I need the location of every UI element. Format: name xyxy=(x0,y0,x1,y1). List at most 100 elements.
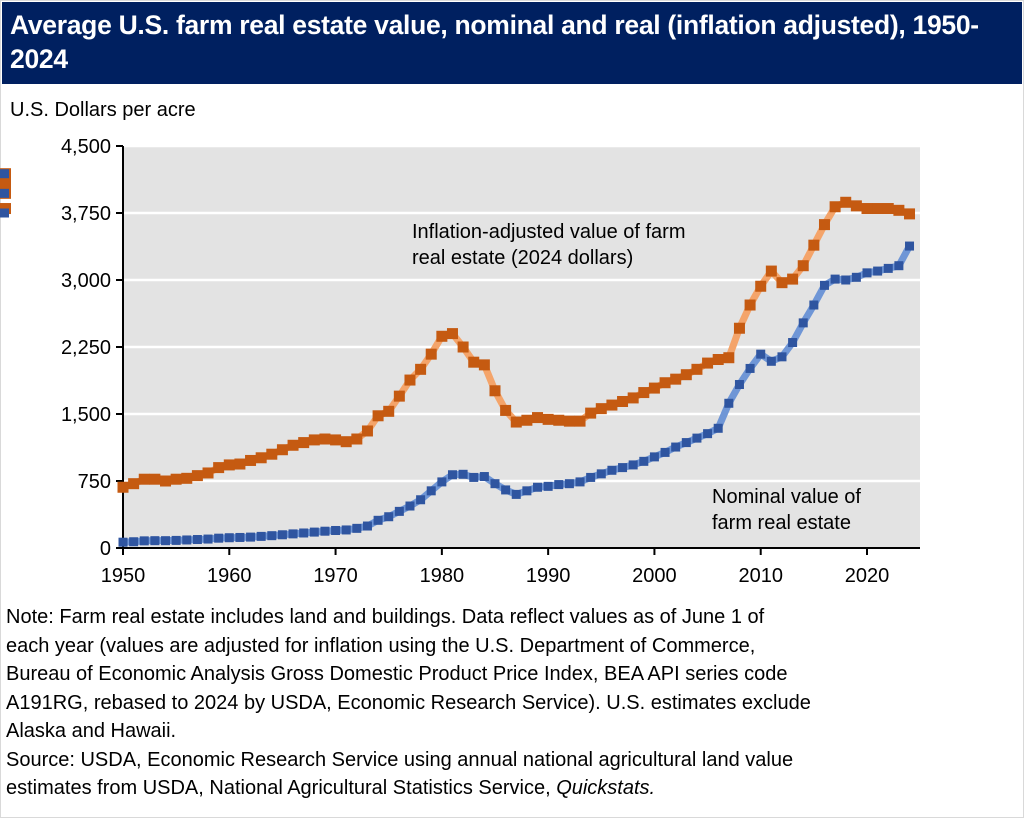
source-line: Source: USDA, Economic Research Service … xyxy=(6,748,794,771)
data-point-nominal xyxy=(182,535,192,545)
data-point-real xyxy=(787,273,799,285)
data-point-nominal xyxy=(788,338,798,348)
data-point-nominal xyxy=(511,489,521,499)
data-point-nominal xyxy=(894,261,904,271)
data-point-nominal xyxy=(118,537,128,547)
data-point-nominal xyxy=(0,208,9,218)
data-point-nominal xyxy=(618,463,628,473)
data-point-real xyxy=(553,414,565,426)
data-point-nominal xyxy=(373,515,383,525)
x-tick-label: 1980 xyxy=(420,565,465,587)
data-point-nominal xyxy=(905,241,915,251)
data-point-real xyxy=(308,434,320,446)
data-point-real xyxy=(627,392,639,404)
data-point-real xyxy=(117,481,129,493)
data-point-real xyxy=(500,404,512,416)
data-point-real xyxy=(872,203,884,215)
x-tick-label: 1990 xyxy=(526,565,571,587)
data-point-real xyxy=(415,363,427,375)
x-tick-label: 1960 xyxy=(207,565,252,587)
data-point-nominal xyxy=(447,470,457,480)
data-point-real xyxy=(383,405,395,417)
data-point-real xyxy=(882,203,894,215)
data-point-real xyxy=(840,196,852,208)
data-point-nominal xyxy=(671,442,681,452)
annotation-line: Nominal value of xyxy=(712,486,861,508)
data-point-real xyxy=(298,437,310,449)
note-line: Note: Farm real estate includes land and… xyxy=(6,606,765,628)
data-point-real xyxy=(712,354,724,366)
note-line: Alaska and Hawaii. xyxy=(6,720,177,742)
data-point-nominal xyxy=(384,512,394,522)
data-point-real xyxy=(404,374,416,386)
data-point-nominal xyxy=(437,477,447,487)
source-line-2: estimates from USDA, National Agricultur… xyxy=(6,774,1016,803)
data-point-nominal xyxy=(777,352,787,362)
data-point-real xyxy=(585,407,597,419)
data-point-nominal xyxy=(341,525,351,535)
data-point-real xyxy=(446,328,458,340)
y-axis-label: U.S. Dollars per acre xyxy=(10,99,196,121)
data-point-real xyxy=(776,277,788,289)
data-point-real xyxy=(808,239,820,251)
data-point-real xyxy=(468,356,480,368)
data-point-real xyxy=(436,330,448,342)
footnote: Note: Farm real estate includes land and… xyxy=(6,603,1016,803)
data-point-real xyxy=(287,439,299,451)
data-point-nominal xyxy=(819,280,829,290)
data-point-nominal xyxy=(501,485,511,495)
data-point-nominal xyxy=(352,523,362,533)
data-point-nominal xyxy=(851,272,861,282)
data-point-real xyxy=(595,403,607,415)
data-point-nominal xyxy=(479,472,489,482)
data-point-real xyxy=(755,280,767,292)
data-point-nominal xyxy=(681,438,691,448)
data-point-nominal xyxy=(405,501,415,511)
data-point-real xyxy=(797,260,809,272)
data-point-nominal xyxy=(171,535,181,545)
data-point-nominal xyxy=(734,380,744,390)
data-point-nominal xyxy=(150,536,160,546)
data-point-nominal xyxy=(161,536,171,546)
y-tick-label: 4,500 xyxy=(61,136,111,158)
data-point-nominal xyxy=(320,526,330,536)
series-markers xyxy=(0,168,916,547)
data-point-nominal xyxy=(798,318,808,328)
data-point-real xyxy=(234,458,246,470)
data-point-nominal xyxy=(139,536,149,546)
data-point-real xyxy=(457,341,469,353)
data-point-real xyxy=(542,413,554,425)
data-point-real xyxy=(191,470,203,482)
data-point-real xyxy=(574,415,586,427)
note-line: Bureau of Economic Analysis Gross Domest… xyxy=(6,663,788,685)
series-markers-nominal xyxy=(0,169,915,547)
data-point-nominal xyxy=(862,268,872,278)
data-point-nominal xyxy=(873,266,883,276)
data-point-real xyxy=(702,357,714,369)
chart-title: Average U.S. farm real estate value, nom… xyxy=(10,10,979,74)
series-annotations: Inflation-adjusted value of farm real est… xyxy=(412,221,861,534)
data-point-real xyxy=(861,203,873,215)
data-point-nominal xyxy=(331,525,341,535)
y-tick-label: 3,000 xyxy=(61,270,111,292)
data-point-nominal xyxy=(416,495,426,505)
data-point-real xyxy=(648,382,660,394)
data-point-nominal xyxy=(288,529,298,539)
data-point-real xyxy=(213,462,225,474)
data-point-real xyxy=(351,433,363,445)
annotation-nominal: Nominal value of farm real estate xyxy=(712,486,861,534)
data-point-nominal xyxy=(703,429,713,439)
data-point-nominal xyxy=(575,477,585,487)
data-point-nominal xyxy=(649,452,659,462)
data-point-real xyxy=(850,200,862,212)
data-point-nominal xyxy=(469,472,479,482)
data-point-nominal xyxy=(660,447,670,457)
x-tick-label: 1950 xyxy=(101,565,146,587)
data-point-nominal xyxy=(830,274,840,284)
data-point-real xyxy=(510,416,522,428)
data-point-nominal xyxy=(522,486,532,496)
data-point-real xyxy=(266,448,278,460)
data-point-real xyxy=(680,369,692,381)
data-point-nominal xyxy=(0,169,9,179)
data-point-real xyxy=(170,473,182,485)
